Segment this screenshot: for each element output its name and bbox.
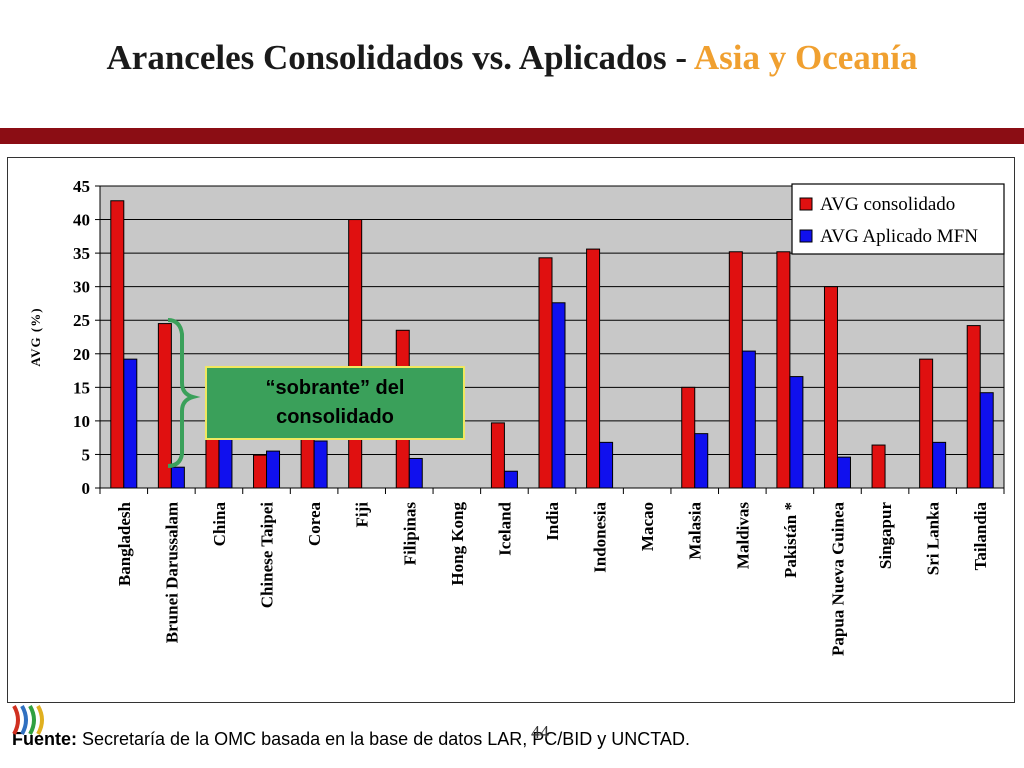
bar-aplicado: [932, 441, 947, 489]
bar-consolidado: [871, 444, 886, 489]
bar-consolidado: [110, 200, 125, 489]
legend: AVG consolidado AVG Aplicado MFN: [791, 183, 1005, 255]
x-tick-label: Brunei Darussalam: [162, 502, 181, 643]
chart-frame: 0 5 10 15 20 25 30 35 40 45 AVG (%) Bangladesh Brune…: [7, 157, 1015, 703]
x-tick-label: Fiji: [353, 502, 372, 528]
bar-consolidado: [681, 386, 696, 489]
x-tick-label: Filipinas: [400, 502, 419, 566]
x-tick-label: Malasia: [686, 502, 705, 560]
y-tick-label: 25: [73, 311, 90, 330]
y-axis-label: AVG (%): [28, 307, 43, 366]
x-tick-label: Papua Nueva Guinea: [828, 502, 847, 656]
bar-aplicado: [123, 358, 138, 489]
title-rule: [0, 128, 1024, 144]
brace-annotation: [167, 318, 201, 468]
y-tick-label: 20: [73, 345, 90, 364]
legend-label: AVG Aplicado MFN: [820, 226, 978, 247]
bar-consolidado: [157, 323, 172, 489]
bar-aplicado: [313, 440, 328, 489]
x-tick-label: Hong Kong: [448, 502, 467, 586]
bar-aplicado: [503, 470, 518, 489]
bar-consolidado: [300, 433, 315, 489]
x-tick-label: Tailandia: [971, 502, 990, 571]
x-tick-label: Indonesia: [591, 502, 610, 573]
bar-consolidado: [919, 358, 934, 489]
x-tick-label: Iceland: [495, 501, 514, 555]
x-tick-label: China: [210, 502, 229, 547]
footer-label: Fuente:: [12, 729, 77, 749]
title-accent: Asia y Oceanía: [693, 38, 918, 77]
y-tick-label: 35: [73, 244, 90, 263]
bar-aplicado: [408, 457, 423, 489]
x-tick-label: Macao: [638, 502, 657, 551]
x-tick-label: Bangladesh: [115, 501, 134, 586]
bar-aplicado: [836, 456, 851, 489]
y-tick-label: 15: [73, 378, 90, 397]
source-footer: Fuente: Secretaría de la OMC basada en l…: [12, 729, 690, 750]
x-tick-label: Sri Lanka: [924, 502, 943, 576]
bar-aplicado: [741, 350, 756, 489]
bar-consolidado: [728, 251, 743, 489]
slide-title: Aranceles Consolidados vs. Aplicados - A…: [0, 38, 1024, 78]
bar-chart: 0 5 10 15 20 25 30 35 40 45 AVG (%) Bangladesh Brune…: [28, 177, 1005, 656]
legend-swatch: [799, 229, 813, 243]
callout-box: [205, 366, 465, 440]
y-tick-label: 45: [73, 177, 90, 196]
footer-text: Secretaría de la OMC basada en la base d…: [77, 729, 690, 749]
bar-consolidado: [490, 422, 505, 489]
bar-aplicado: [789, 376, 804, 489]
title-main: Aranceles Consolidados vs. Aplicados -: [106, 38, 694, 77]
bar-consolidado: [823, 286, 838, 489]
bar-aplicado: [599, 441, 614, 489]
wto-logo-icon: [12, 705, 44, 735]
bar-aplicado: [694, 433, 709, 489]
bar-consolidado: [253, 454, 268, 489]
page-number: 44: [531, 722, 549, 742]
x-tick-label: Singapur: [876, 502, 895, 570]
y-tick-label: 10: [73, 412, 90, 431]
y-tick-label: 30: [73, 278, 90, 297]
bar-consolidado: [348, 219, 363, 489]
bar-consolidado: [966, 325, 981, 489]
x-tick-label: Maldivas: [733, 502, 752, 569]
y-tick-label: 5: [82, 445, 91, 464]
callout: “sobrante” del consolidado: [205, 366, 465, 440]
callout-text: “sobrante” del: [266, 377, 405, 399]
bar-aplicado: [551, 302, 566, 489]
bar-aplicado: [979, 392, 994, 489]
legend-swatch: [799, 197, 813, 211]
callout-text: consolidado: [276, 406, 394, 428]
bar-consolidado: [538, 257, 553, 489]
y-tick-label: 40: [73, 211, 90, 230]
bar-consolidado: [586, 248, 601, 489]
bar-aplicado: [170, 466, 185, 489]
x-tick-label: Pakistán *: [781, 502, 800, 578]
legend-box: [791, 183, 1005, 255]
x-tick-label: Chinese Taipei: [258, 502, 277, 609]
legend-label: AVG consolidado: [820, 194, 955, 215]
y-tick-label: 0: [82, 479, 91, 498]
bar-aplicado: [266, 450, 281, 489]
x-tick-label: Corea: [305, 502, 324, 547]
bar-consolidado: [776, 251, 791, 489]
x-tick-label: India: [543, 502, 562, 541]
